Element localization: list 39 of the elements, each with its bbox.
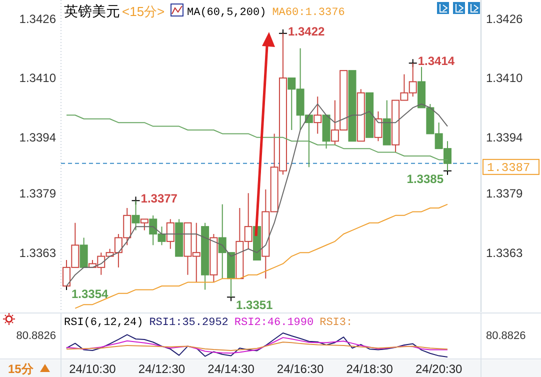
annotation: 1.3422 — [288, 24, 326, 38]
y-tick-label: 1.3363 — [19, 246, 56, 260]
annotation: 1.3414 — [418, 54, 455, 68]
y-tick-label: 1.3394 — [19, 130, 56, 145]
x-tick-label: 24/18:30 — [346, 362, 394, 376]
annotation: 1.3377 — [140, 192, 178, 206]
annotation: MA(60,5,200) — [187, 7, 266, 19]
x-tick-label: 24/14:30 — [208, 362, 255, 376]
y2-tick-label: 1.3363 — [486, 246, 524, 260]
chart-subtitle: <15分> — [122, 4, 165, 19]
x-tick-label: 24/10:30 — [69, 362, 116, 376]
annotation: 1.3351 — [236, 298, 274, 312]
candlestick — [140, 218, 148, 231]
y2-tick-label: 1.3410 — [486, 71, 524, 86]
series-label: RSI2:46.1990 — [234, 317, 314, 329]
text: MA60:1.3376 — [272, 7, 345, 19]
x-tick-label: 24/12:30 — [138, 362, 186, 376]
candlestick — [314, 96, 322, 134]
y2-tick-label: 1.3394 — [486, 130, 524, 145]
ref-line-label: 1.3387 — [487, 160, 530, 175]
text: 80.8826 — [486, 330, 526, 342]
chart-title: RSI(6,12,24) — [64, 317, 144, 329]
text: 80.8826 — [16, 330, 56, 342]
y2-tick-label: 1.3379 — [486, 186, 524, 200]
series-label: RSI1:35.2952 — [149, 317, 228, 329]
y2-tick-label: 1.3426 — [486, 12, 524, 26]
x-tick-label: 24/16:30 — [276, 362, 324, 376]
series-label: RSI3: — [320, 317, 353, 329]
text: 15分 — [8, 362, 34, 376]
annotation: 1.3385 — [406, 172, 444, 186]
y-tick-label: 1.3410 — [19, 71, 56, 86]
y-tick-label: 1.3426 — [19, 12, 56, 26]
candlestick — [80, 237, 88, 268]
candlestick — [166, 218, 174, 250]
chart-title: 英镑美元 — [64, 3, 120, 19]
x-tick-label: 24/20:30 — [415, 362, 463, 376]
y-tick-label: 1.3379 — [19, 186, 56, 200]
annotation: 1.3354 — [72, 287, 109, 301]
candlestick — [374, 110, 382, 142]
